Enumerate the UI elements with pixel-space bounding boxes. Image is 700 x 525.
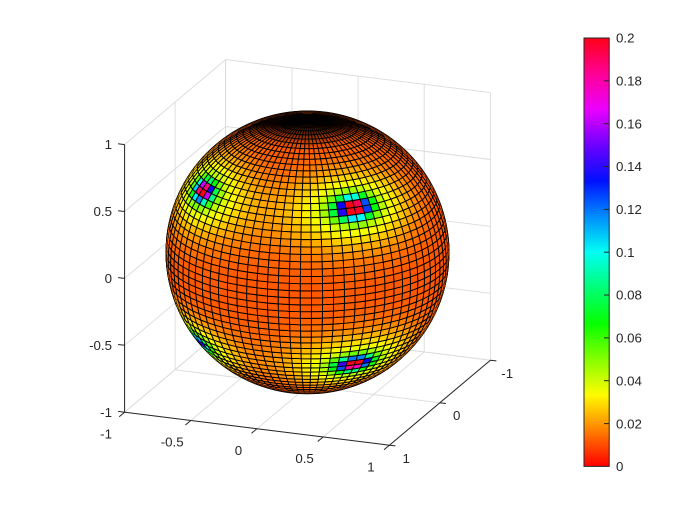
svg-text:0.14: 0.14 bbox=[616, 159, 642, 174]
svg-text:0.16: 0.16 bbox=[616, 116, 642, 131]
svg-text:0.08: 0.08 bbox=[616, 288, 642, 303]
svg-text:0.02: 0.02 bbox=[616, 416, 642, 431]
svg-text:0: 0 bbox=[616, 459, 623, 474]
svg-text:0.06: 0.06 bbox=[616, 331, 642, 346]
svg-text:0: 0 bbox=[453, 408, 460, 423]
svg-text:0.2: 0.2 bbox=[616, 31, 635, 46]
svg-text:0.12: 0.12 bbox=[616, 202, 642, 217]
svg-text:0.04: 0.04 bbox=[616, 373, 642, 388]
svg-text:0.5: 0.5 bbox=[295, 451, 314, 466]
svg-text:-1: -1 bbox=[501, 366, 513, 381]
svg-text:-1: -1 bbox=[100, 426, 112, 441]
svg-text:1: 1 bbox=[402, 451, 409, 466]
svg-text:-0.5: -0.5 bbox=[89, 338, 112, 353]
svg-text:0: 0 bbox=[105, 271, 112, 286]
svg-text:0.18: 0.18 bbox=[616, 74, 642, 89]
svg-text:1: 1 bbox=[367, 459, 374, 474]
svg-text:-1: -1 bbox=[100, 405, 112, 420]
svg-text:0: 0 bbox=[235, 443, 242, 458]
svg-text:-0.5: -0.5 bbox=[161, 435, 184, 450]
svg-text:0.1: 0.1 bbox=[616, 245, 635, 260]
svg-text:0.5: 0.5 bbox=[94, 204, 113, 219]
svg-text:1: 1 bbox=[105, 137, 112, 152]
